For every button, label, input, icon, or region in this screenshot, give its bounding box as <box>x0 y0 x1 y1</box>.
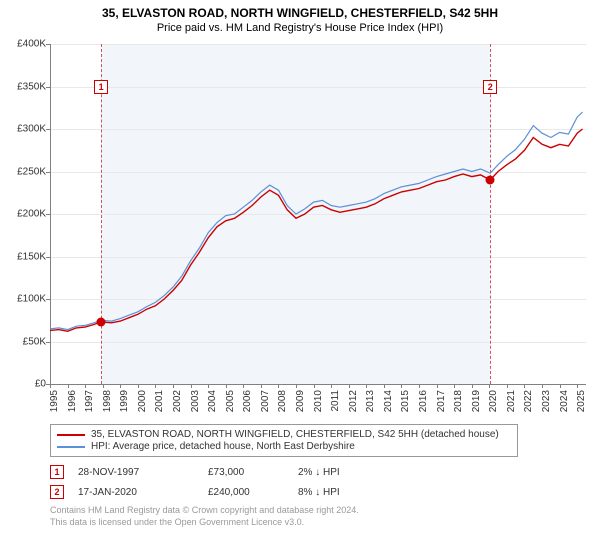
event-price-1: £73,000 <box>208 467 298 478</box>
y-tick-label: £50K <box>6 336 46 347</box>
x-tick-label: 2020 <box>488 390 499 412</box>
chart-container: 35, ELVASTON ROAD, NORTH WINGFIELD, CHES… <box>0 0 600 560</box>
footer-line-2: This data is licensed under the Open Gov… <box>50 517 592 529</box>
x-tick-label: 2005 <box>225 390 236 412</box>
x-tick-label: 2007 <box>260 390 271 412</box>
event-row-1: 1 28-NOV-1997 £73,000 2% ↓ HPI <box>50 465 592 479</box>
legend-label-address: 35, ELVASTON ROAD, NORTH WINGFIELD, CHES… <box>91 429 499 440</box>
y-tick-label: £300K <box>6 124 46 135</box>
x-tick-label: 2000 <box>137 390 148 412</box>
x-tick-label: 2015 <box>400 390 411 412</box>
y-tick-label: £150K <box>6 251 46 262</box>
event-data-point-2 <box>486 176 495 185</box>
chart-area: 12 £0£50K£100K£150K£200K£250K£300K£350K£… <box>8 40 592 420</box>
x-tick-label: 2011 <box>330 390 341 412</box>
x-tick-label: 2022 <box>523 390 534 412</box>
event-diff-1: 2% ↓ HPI <box>298 467 408 478</box>
x-tick-label: 2019 <box>471 390 482 412</box>
x-tick-label: 2016 <box>418 390 429 412</box>
y-tick-label: £0 <box>6 379 46 390</box>
x-tick-label: 2008 <box>277 390 288 412</box>
x-tick-label: 1998 <box>102 390 113 412</box>
x-axis <box>50 384 586 385</box>
x-tick-label: 2024 <box>559 390 570 412</box>
line-series <box>50 44 586 384</box>
x-tick-label: 2001 <box>154 390 165 412</box>
plot-region: 12 <box>50 44 586 384</box>
x-tick-label: 2004 <box>207 390 218 412</box>
event-diff-2: 8% ↓ HPI <box>298 487 408 498</box>
x-tick-label: 1997 <box>84 390 95 412</box>
event-row-2: 2 17-JAN-2020 £240,000 8% ↓ HPI <box>50 485 592 499</box>
x-tick-label: 2003 <box>190 390 201 412</box>
event-marker-box-1: 1 <box>94 80 108 94</box>
event-badge-1: 1 <box>50 465 64 479</box>
x-tick-label: 2010 <box>313 390 324 412</box>
legend-label-hpi: HPI: Average price, detached house, Nort… <box>91 441 355 452</box>
events-table: 1 28-NOV-1997 £73,000 2% ↓ HPI 2 17-JAN-… <box>50 465 592 499</box>
legend-swatch-address <box>57 434 85 436</box>
y-tick-label: £250K <box>6 166 46 177</box>
footer: Contains HM Land Registry data © Crown c… <box>50 505 592 528</box>
event-marker-box-2: 2 <box>483 80 497 94</box>
x-tick-label: 2012 <box>348 390 359 412</box>
x-tick-label: 2023 <box>541 390 552 412</box>
x-tick-label: 2018 <box>453 390 464 412</box>
x-tick-label: 2017 <box>436 390 447 412</box>
x-tick-label: 2002 <box>172 390 183 412</box>
series-hpi <box>50 112 583 330</box>
y-tick-label: £400K <box>6 39 46 50</box>
x-tick-label: 2021 <box>506 390 517 412</box>
y-tick-label: £350K <box>6 81 46 92</box>
legend: 35, ELVASTON ROAD, NORTH WINGFIELD, CHES… <box>50 424 518 457</box>
footer-line-1: Contains HM Land Registry data © Crown c… <box>50 505 592 517</box>
legend-item-address: 35, ELVASTON ROAD, NORTH WINGFIELD, CHES… <box>57 429 511 440</box>
series-address <box>50 129 583 331</box>
y-tick-label: £100K <box>6 294 46 305</box>
chart-title: 35, ELVASTON ROAD, NORTH WINGFIELD, CHES… <box>8 6 592 20</box>
x-tick-label: 1999 <box>119 390 130 412</box>
x-tick-label: 2025 <box>576 390 587 412</box>
event-badge-2: 2 <box>50 485 64 499</box>
event-price-2: £240,000 <box>208 487 298 498</box>
event-date-1: 28-NOV-1997 <box>78 467 208 478</box>
legend-swatch-hpi <box>57 446 85 448</box>
x-tick-label: 2006 <box>242 390 253 412</box>
x-tick-label: 2013 <box>365 390 376 412</box>
event-date-2: 17-JAN-2020 <box>78 487 208 498</box>
chart-subtitle: Price paid vs. HM Land Registry's House … <box>8 22 592 34</box>
x-tick-label: 2014 <box>383 390 394 412</box>
legend-item-hpi: HPI: Average price, detached house, Nort… <box>57 441 511 452</box>
x-tick-label: 1996 <box>67 390 78 412</box>
x-tick-label: 2009 <box>295 390 306 412</box>
event-data-point-1 <box>97 317 106 326</box>
x-tick-label: 1995 <box>49 390 60 412</box>
y-tick-label: £200K <box>6 209 46 220</box>
